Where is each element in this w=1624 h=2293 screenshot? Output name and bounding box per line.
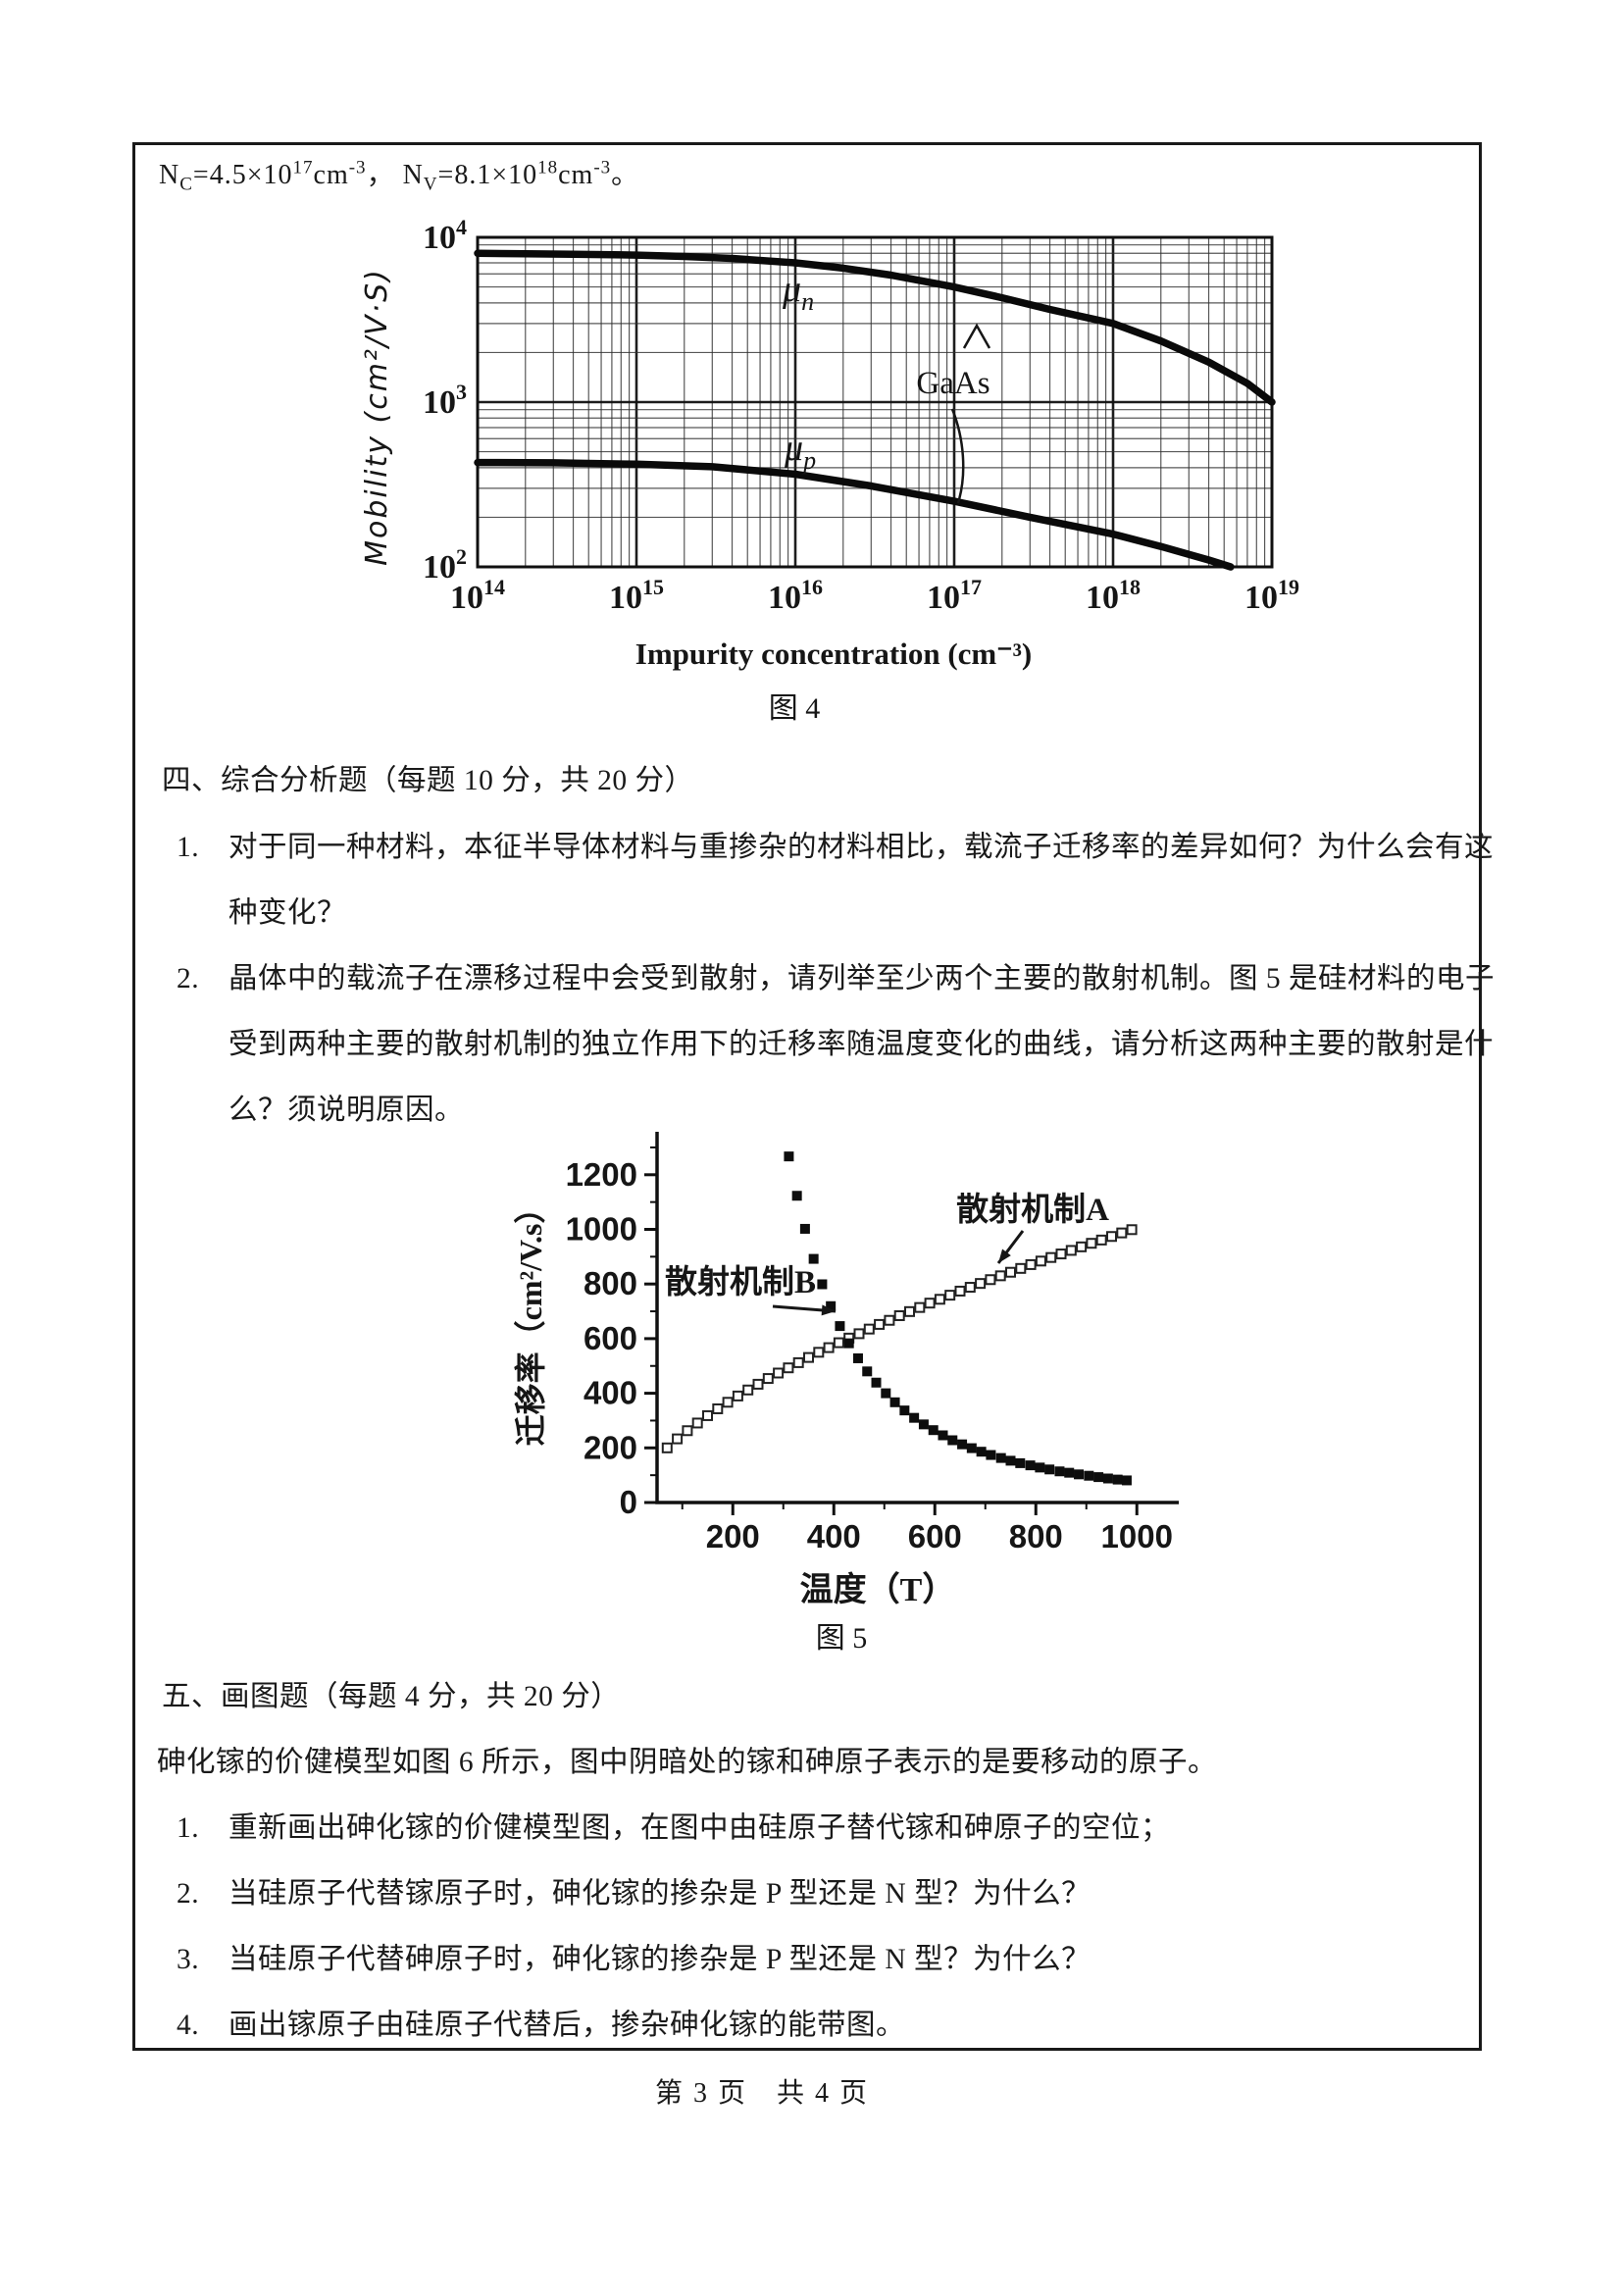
y-tick-label: 1000 — [566, 1211, 637, 1248]
x-tick-label: 1018 — [1086, 575, 1141, 616]
nv-symbol: ， N — [366, 160, 424, 190]
x-tick-label: 1019 — [1244, 575, 1299, 616]
y-axis-title: 迁移率（cm²/V.s） — [513, 1193, 548, 1447]
x-tick-label: 200 — [706, 1518, 760, 1554]
x-tick-label: 1016 — [768, 575, 823, 616]
section-five-heading: 五、画图题（每题 4 分，共 20 分） — [162, 1681, 621, 1712]
item-number: 1. — [177, 832, 200, 863]
x-tick-label: 1000 — [1101, 1518, 1173, 1554]
x-axis-title: 温度（T） — [800, 1570, 956, 1608]
gaas-pointer-down — [950, 408, 965, 504]
question-item: 1. 对于同一种材料，本征半导体材料与重掺杂的材料相比，载流子迁移率的差异如何？为… — [177, 824, 1494, 865]
question-item: 2. 当硅原子代替镓原子时，砷化镓的掺杂是 P 型还是 N 型？为什么？ — [177, 1870, 1091, 1911]
item-number: 2. — [177, 1878, 200, 1910]
item-text: 当硅原子代替砷原子时，砷化镓的掺杂是 P 型还是 N 型？为什么？ — [228, 1944, 1091, 1975]
question-item: 2. 晶体中的载流子在漂移过程中会受到散射，请列举至少两个主要的散射机制。图 5 … — [177, 955, 1495, 996]
gaas-label: GaAs — [916, 366, 990, 401]
constants-line: NC=4.5×1017cm-3， NV=8.1×1018cm-3。 — [159, 157, 640, 195]
item-text: 画出镓原子由硅原子代替后，掺杂砷化镓的能带图。 — [228, 2010, 906, 2041]
curve-hole-mobility — [474, 458, 1235, 571]
mu-n-label: μn — [782, 269, 814, 316]
annotation-scattering-B: 散射机制B — [665, 1264, 816, 1300]
annotation-scattering-A: 散射机制A — [956, 1192, 1109, 1228]
nc-symbol: N — [159, 160, 180, 190]
y-tick-label: 104 — [423, 215, 467, 256]
figure-4-caption: 图 4 — [769, 692, 821, 725]
mu-p-label: μp — [784, 428, 816, 475]
y-tick-label: 0 — [620, 1484, 637, 1520]
y-tick-label: 1200 — [566, 1156, 637, 1193]
gaas-pointer-up — [962, 323, 991, 349]
item-number: 3. — [177, 1944, 200, 1975]
item-text-continuation: 么？须说明原因。 — [228, 1095, 465, 1126]
item-number: 4. — [177, 2010, 200, 2041]
axes — [655, 1132, 1179, 1504]
x-tick-label: 400 — [807, 1518, 861, 1554]
x-tick-label: 800 — [1009, 1518, 1063, 1554]
item-text-continuation: 受到两种主要的散射机制的独立作用下的迁移率随温度变化的曲线，请分析这两种主要的散… — [228, 1029, 1495, 1060]
y-tick-label: 600 — [584, 1320, 637, 1356]
question-item: 4. 画出镓原子由硅原子代替后，掺杂砷化镓的能带图。 — [177, 2002, 905, 2043]
mobility-vs-temperature-chart: 200 400 600 800 1000 0 200 400 600 800 1000 1200 散射机… — [513, 1132, 1179, 1655]
item-text: 当硅原子代替镓原子时，砷化镓的掺杂是 P 型还是 N 型？为什么？ — [228, 1878, 1091, 1910]
item-text: 对于同一种材料，本征半导体材料与重掺杂的材料相比，载流子迁移率的差异如何？为什么… — [228, 832, 1495, 863]
series-scattering-B — [784, 1151, 1132, 1486]
x-tick-label: 600 — [908, 1518, 962, 1554]
y-axis-title: Mobility (cm²/V·S) — [363, 268, 394, 566]
item-text-continuation: 种变化？ — [228, 897, 347, 929]
y-tick-label: 103 — [423, 380, 467, 421]
y-tick-label: 800 — [584, 1265, 637, 1301]
section-four-heading: 四、综合分析题（每题 10 分，共 20 分） — [162, 765, 694, 796]
y-tick-label: 400 — [584, 1375, 637, 1411]
figure-5-caption: 图 5 — [816, 1622, 868, 1655]
page-footer: 第 3 页 共 4 页 — [654, 2078, 869, 2109]
x-axis-title: Impurity concentration (cm⁻³) — [635, 637, 1032, 671]
x-tick-label: 1015 — [609, 575, 664, 616]
section-five-intro: 砷化镓的价健模型如图 6 所示，图中阴暗处的镓和砷原子表示的是要移动的原子。 — [157, 1747, 1218, 1778]
x-tick-label: 1014 — [450, 575, 505, 616]
x-tick-label: 1017 — [927, 575, 982, 616]
item-number: 1. — [177, 1812, 200, 1844]
log-grid — [476, 237, 1274, 569]
question-item: 1. 重新画出砷化镓的价健模型图，在图中由硅原子替代镓和砷原子的空位； — [177, 1805, 1170, 1846]
question-item: 3. 当硅原子代替砷原子时，砷化镓的掺杂是 P 型还是 N 型？为什么？ — [177, 1936, 1091, 1977]
y-tick-label: 200 — [584, 1429, 637, 1465]
item-number: 2. — [177, 963, 200, 994]
series-scattering-A — [661, 1224, 1138, 1453]
item-text: 晶体中的载流子在漂移过程中会受到散射，请列举至少两个主要的散射机制。图 5 是硅… — [228, 963, 1496, 994]
curve-electron-mobility — [474, 249, 1276, 406]
item-text: 重新画出砷化镓的价健模型图，在图中由硅原子替代镓和砷原子的空位； — [228, 1812, 1171, 1844]
